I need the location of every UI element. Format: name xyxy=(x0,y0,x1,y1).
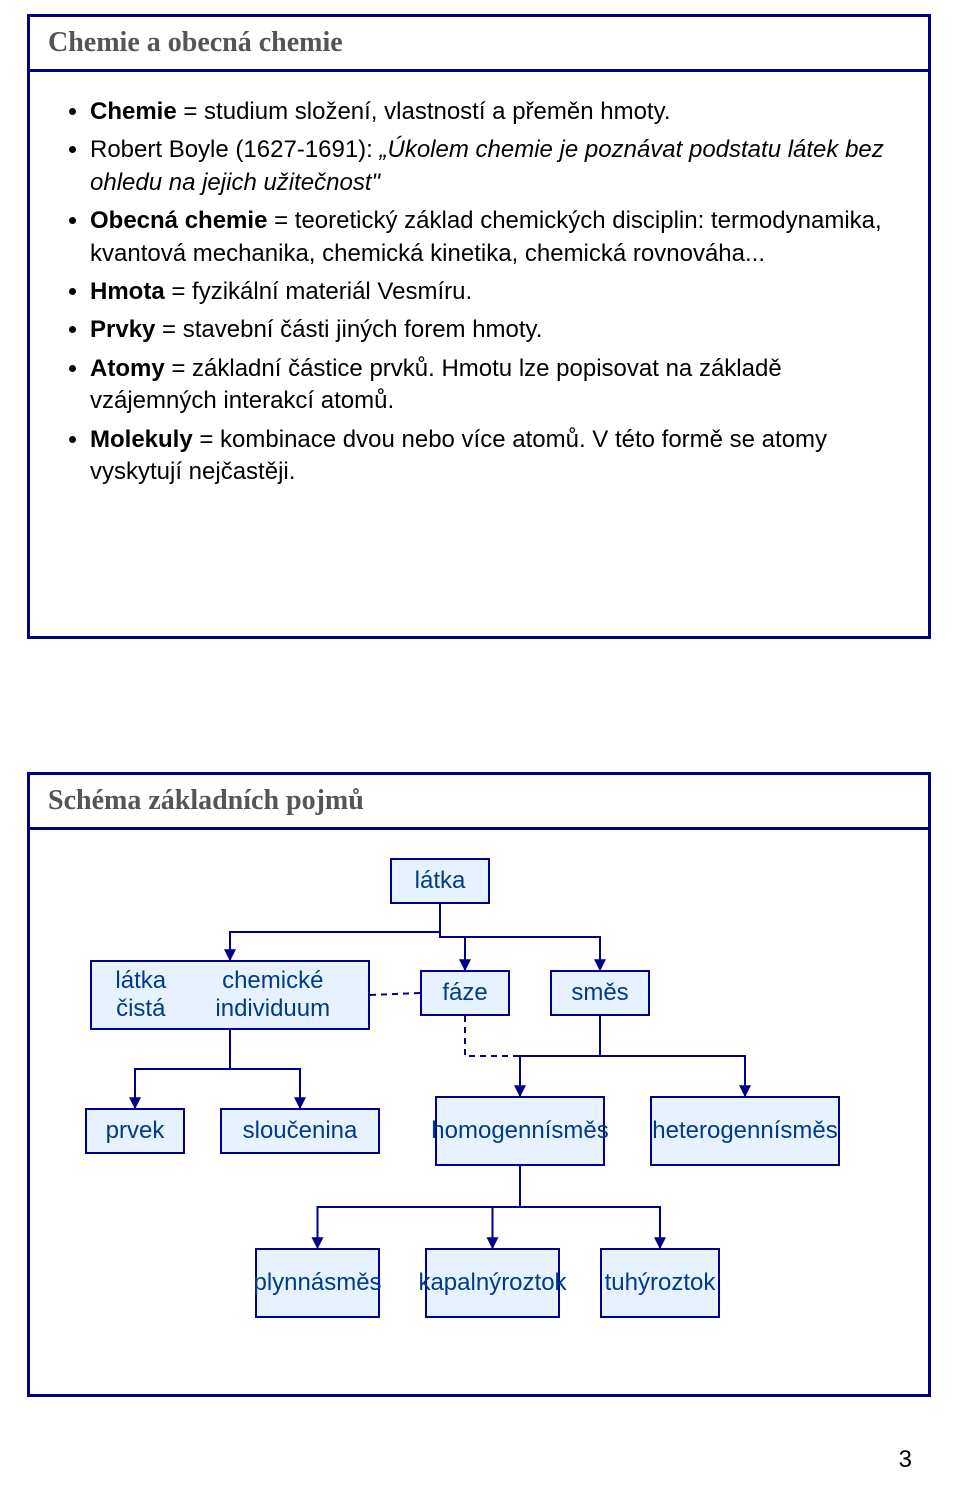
bullet-item: Molekuly = kombinace dvou nebo více atom… xyxy=(90,424,894,489)
diagram-node-kapalny: kapalnýroztok xyxy=(425,1248,560,1318)
diagram-node-sloucenina: sloučenina xyxy=(220,1108,380,1154)
panel1-title: Chemie a obecná chemie xyxy=(48,27,343,58)
diagram-node-label: kapalný xyxy=(418,1269,501,1297)
diagram-node-label: směs xyxy=(551,1117,608,1145)
bullet-bold: Chemie xyxy=(90,98,177,125)
panel1-titlebar: Chemie a obecná chemie xyxy=(30,17,928,72)
panel1-body: Chemie = studium složení, vlastností a p… xyxy=(30,72,928,524)
page-number: 3 xyxy=(899,1446,912,1474)
diagram-node-label: chemické individuum xyxy=(184,967,362,1022)
diagram-node-plynna: plynnásměs xyxy=(255,1248,380,1318)
diagram-edge xyxy=(135,1030,230,1108)
diagram-edge xyxy=(318,1166,521,1248)
diagram-node-label: sloučenina xyxy=(243,1117,358,1145)
diagram-node-tuhy: tuhýroztok xyxy=(600,1248,720,1318)
panel2-titlebar: Schéma základních pojmů xyxy=(30,775,928,830)
diagram-node-label: heterogenní xyxy=(652,1117,780,1145)
bullet-bold: Atomy xyxy=(90,355,165,382)
bullet-text: = kombinace dvou nebo více atomů. V této… xyxy=(90,426,827,485)
bullet-text: = studium složení, vlastností a přeměn h… xyxy=(177,98,671,125)
bullet-text: = základní částice prvků. Hmotu lze popi… xyxy=(90,355,782,414)
panel-schema: Schéma základních pojmů látka látka čistá… xyxy=(27,772,931,1397)
diagram-node-label: tuhý xyxy=(605,1269,650,1297)
diagram-node-label: fáze xyxy=(442,979,487,1007)
diagram-node-label: plynná xyxy=(253,1269,324,1297)
diagram-node-prvek: prvek xyxy=(85,1108,185,1154)
diagram-node-label: roztok xyxy=(650,1269,715,1297)
diagram-edge xyxy=(230,904,440,960)
diagram-node-label: homogenní xyxy=(431,1117,551,1145)
bullet-item: Atomy = základní částice prvků. Hmotu lz… xyxy=(90,353,894,418)
diagram-edge xyxy=(520,1016,600,1096)
diagram-node-latka: látka xyxy=(390,858,490,904)
panel-chemie: Chemie a obecná chemie Chemie = studium … xyxy=(27,14,931,639)
diagram-edge xyxy=(520,1166,660,1248)
bullet-text: Robert Boyle (1627-1691): xyxy=(90,136,380,163)
bullet-item: Chemie = studium složení, vlastností a p… xyxy=(90,96,894,128)
diagram-node-label: látka xyxy=(415,867,466,895)
bullet-bold: Hmota xyxy=(90,278,165,305)
diagram-node-label: směs xyxy=(780,1117,837,1145)
bullet-item: Hmota = fyzikální materiál Vesmíru. xyxy=(90,276,894,308)
diagram-node-heterogenni: heterogennísměs xyxy=(650,1096,840,1166)
bullet-list: Chemie = studium složení, vlastností a p… xyxy=(64,96,894,488)
diagram-node-cista: látka čistáchemické individuum xyxy=(90,960,370,1030)
bullet-text: = fyzikální materiál Vesmíru. xyxy=(165,278,472,305)
diagram-node-smes: směs xyxy=(550,970,650,1016)
diagram-node-label: směs xyxy=(571,979,628,1007)
diagram-node-label: roztok xyxy=(501,1269,566,1297)
diagram-node-faze: fáze xyxy=(420,970,510,1016)
diagram-edge xyxy=(370,993,420,995)
diagram-edge xyxy=(465,1016,520,1096)
diagram-edge xyxy=(493,1166,521,1248)
bullet-item: Robert Boyle (1627-1691): „Úkolem chemie… xyxy=(90,134,894,199)
diagram-edge xyxy=(230,1030,300,1108)
diagram-edge xyxy=(600,1016,745,1096)
bullet-text: = stavební části jiných forem hmoty. xyxy=(155,316,542,343)
diagram-area: látka látka čistáchemické individuum fáze s… xyxy=(30,830,928,1365)
bullet-bold: Obecná chemie xyxy=(90,207,267,234)
bullet-item: Prvky = stavební části jiných forem hmot… xyxy=(90,314,894,346)
diagram-node-homogenni: homogennísměs xyxy=(435,1096,605,1166)
diagram-node-label: směs xyxy=(324,1269,381,1297)
diagram-node-label: prvek xyxy=(106,1117,165,1145)
bullet-item: Obecná chemie = teoretický základ chemic… xyxy=(90,205,894,270)
panel2-title: Schéma základních pojmů xyxy=(48,785,364,816)
bullet-bold: Prvky xyxy=(90,316,155,343)
bullet-bold: Molekuly xyxy=(90,426,193,453)
diagram-node-label: látka čistá xyxy=(98,967,184,1022)
